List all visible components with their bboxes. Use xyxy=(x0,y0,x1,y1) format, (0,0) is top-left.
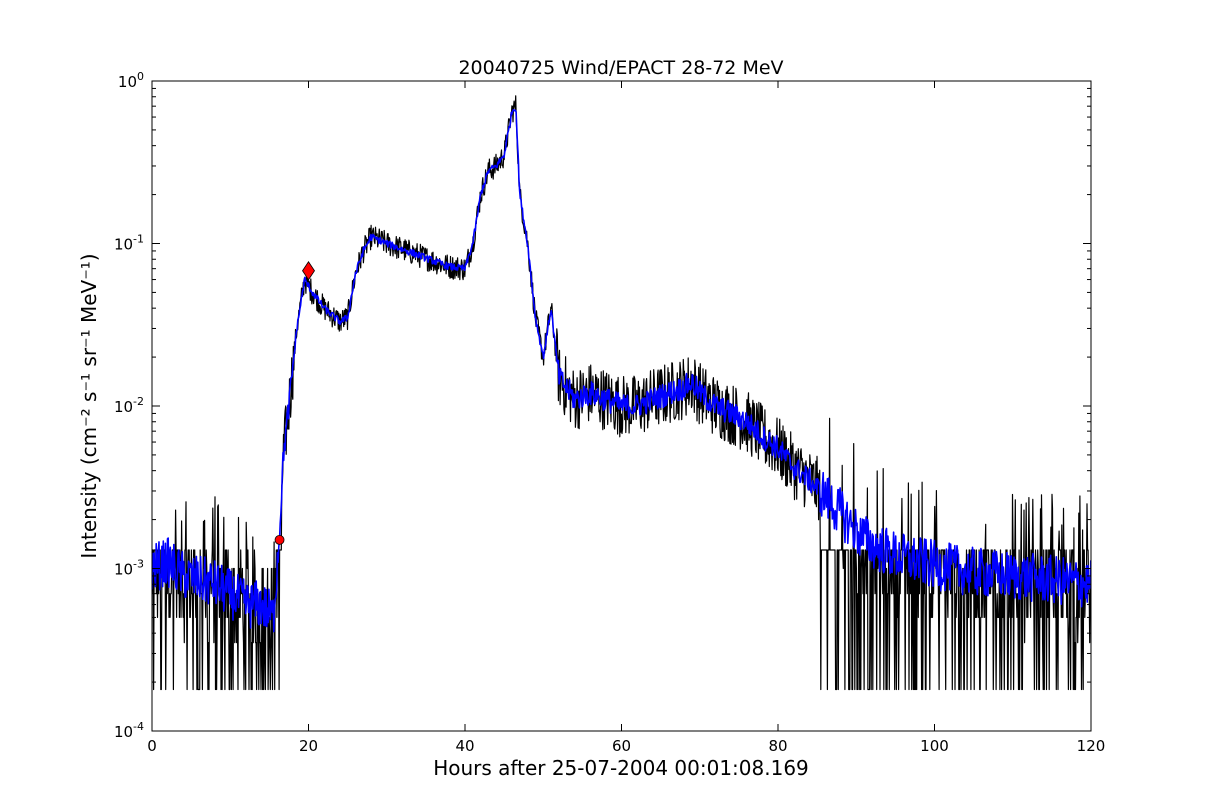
x-tick-label: 40 xyxy=(455,737,474,755)
x-tick-label: 20 xyxy=(299,737,318,755)
y-tick-label: 10-2 xyxy=(114,395,144,416)
x-tick-label: 100 xyxy=(920,737,949,755)
y-tick-label: 100 xyxy=(118,70,144,91)
peak-marker xyxy=(302,260,315,281)
x-tick-label: 80 xyxy=(768,737,787,755)
chart-title: 20040725 Wind/EPACT 28-72 MeV xyxy=(458,57,783,79)
x-tick-label: 0 xyxy=(147,737,157,755)
onset-marker xyxy=(274,534,285,545)
plot-content xyxy=(152,95,1091,691)
x-axis-label: Hours after 25-07-2004 00:01:08.169 xyxy=(433,756,809,780)
y-axis-label: Intensity (cm⁻² s⁻¹ sr⁻¹ MeV⁻¹) xyxy=(77,253,101,558)
x-tick-label: 120 xyxy=(1077,737,1106,755)
y-tick-label: 10-3 xyxy=(114,558,144,579)
ticks-group: 0 20 40 60 80 100 120 10-4 10-3 10-2 10-1 100 xyxy=(114,70,1105,755)
y-tick-label: 10-4 xyxy=(114,720,144,741)
x-tick-label: 60 xyxy=(612,737,631,755)
y-tick-label: 10-1 xyxy=(114,233,144,254)
smoothed-intensity-line xyxy=(152,108,1091,633)
